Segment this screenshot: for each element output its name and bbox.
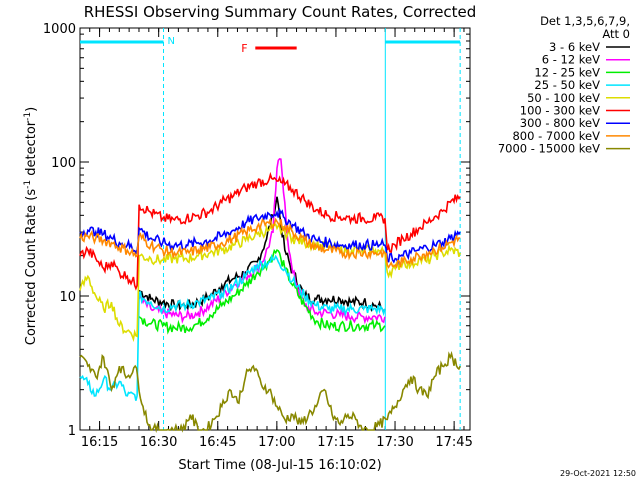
x-tick-label: 17:15	[317, 435, 354, 450]
y-axis-label-sup1: -1	[23, 180, 33, 189]
x-tick-label: 16:45	[199, 435, 236, 450]
annotation-label-f: F	[241, 42, 247, 55]
y-tick-label: 10	[59, 290, 76, 305]
x-tick-label: 17:45	[435, 435, 472, 450]
legend-label-2: 12 - 25 keV	[534, 65, 600, 79]
series-line-5	[79, 171, 461, 291]
series-line-3	[79, 253, 386, 401]
y-axis-label-mid: detector	[24, 120, 39, 180]
legend-label-0: 3 - 6 keV	[549, 40, 600, 54]
series-line-8	[79, 350, 461, 434]
series-line-0	[138, 196, 386, 315]
legend-header-line1: Det 1,3,5,6,7,9,	[540, 14, 630, 28]
legend-label-7: 800 - 7000 keV	[512, 129, 600, 143]
series-line-7	[79, 217, 461, 269]
chart-title: RHESSI Observing Summary Count Rates, Co…	[84, 3, 477, 21]
legend-label-1: 6 - 12 keV	[542, 53, 600, 67]
x-tick-label: 16:15	[81, 435, 118, 450]
legend-label-8: 7000 - 15000 keV	[498, 142, 600, 156]
y-axis-label-end: )	[24, 107, 39, 112]
x-tick-label: 17:00	[258, 435, 295, 450]
x-axis-label: Start Time (08-Jul-15 16:10:02)	[178, 458, 381, 473]
y-tick-label: 100	[51, 156, 76, 171]
y-axis-label: Corrected Count Rate (s-1 detector-1)	[23, 107, 39, 345]
y-tick-label: 1	[68, 424, 76, 439]
plot-frame	[79, 27, 471, 431]
annotation-label-n: N	[168, 36, 175, 47]
y-axis-label-sup2: -1	[23, 112, 33, 121]
legend-header-line2: Att 0	[602, 27, 630, 41]
x-tick-label: 16:30	[140, 435, 177, 450]
y-axis-label-main: Corrected Count Rate (s	[24, 189, 39, 346]
plot-area: 1 10 100 1000 16:15 16:30 16:45 17:00 17:15 17:30…	[43, 22, 473, 450]
legend-label-6: 300 - 800 keV	[520, 116, 600, 130]
y-tick-label: 1000	[43, 22, 76, 37]
legend-label-3: 25 - 50 keV	[534, 78, 600, 92]
legend-label-4: 50 - 100 keV	[527, 91, 600, 105]
x-tick-label: 17:30	[376, 435, 413, 450]
legend-label-5: 100 - 300 keV	[520, 104, 600, 118]
timestamp: 29-Oct-2021 12:50	[560, 469, 636, 478]
